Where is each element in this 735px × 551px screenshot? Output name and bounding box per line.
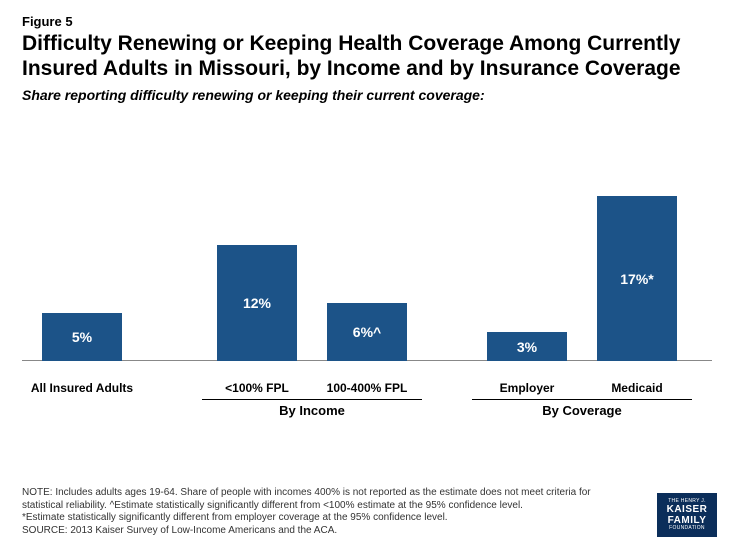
bar-value-label: 3%: [487, 339, 567, 355]
group-underline-coverage: [472, 399, 692, 400]
bar-group-coverage: 3% Employer 17%* Medicaid: [472, 113, 692, 413]
source-line: SOURCE: 2013 Kaiser Survey of Low-Income…: [22, 525, 612, 538]
bar-group-income: 12% <100% FPL 6%^ 100-400% FPL: [202, 113, 422, 413]
bar-all-insured: 5% All Insured Adults: [32, 113, 132, 413]
bar-employer: 3% Employer: [477, 113, 577, 413]
bar-group-all: 5% All Insured Adults: [22, 113, 142, 413]
bar-value-label: 6%^: [327, 324, 407, 340]
bar-rect: 5%: [42, 313, 122, 362]
note-line: *Estimate statistically significantly di…: [22, 512, 612, 525]
bar-label: Employer: [471, 382, 583, 396]
bar-value-label: 12%: [217, 295, 297, 311]
bar-medicaid: 17%* Medicaid: [587, 113, 687, 413]
kaiser-logo: THE HENRY J. KAISER FAMILY FOUNDATION: [657, 493, 717, 537]
logo-text: KAISER: [667, 504, 708, 515]
bar-rect: 17%*: [597, 196, 677, 361]
bar-rect: 3%: [487, 332, 567, 361]
figure-number: Figure 5: [22, 14, 713, 29]
group-underline-income: [202, 399, 422, 400]
bar-100-400-fpl: 6%^ 100-400% FPL: [317, 113, 417, 413]
bar-chart: 5% All Insured Adults 12% <100% FPL 6%^ …: [22, 113, 712, 413]
bar-label: All Insured Adults: [26, 382, 138, 396]
chart-subtitle: Share reporting difficulty renewing or k…: [22, 87, 713, 103]
bar-value-label: 17%*: [597, 271, 677, 287]
group-label-coverage: By Coverage: [472, 403, 692, 418]
note-line: statistical reliability. ^Estimate stati…: [22, 500, 612, 513]
bar-rect: 6%^: [327, 303, 407, 361]
bar-rect: 12%: [217, 245, 297, 361]
group-label-income: By Income: [202, 403, 422, 418]
chart-title: Difficulty Renewing or Keeping Health Co…: [22, 31, 713, 81]
bar-below-100-fpl: 12% <100% FPL: [207, 113, 307, 413]
bar-value-label: 5%: [42, 329, 122, 345]
footnote: NOTE: Includes adults ages 19-64. Share …: [22, 487, 612, 537]
bar-label: <100% FPL: [201, 382, 313, 396]
figure-container: Figure 5 Difficulty Renewing or Keeping …: [0, 0, 735, 551]
note-line: NOTE: Includes adults ages 19-64. Share …: [22, 487, 612, 500]
bar-label: Medicaid: [581, 382, 693, 396]
bar-label: 100-400% FPL: [311, 382, 423, 396]
logo-text: FOUNDATION: [669, 526, 705, 532]
